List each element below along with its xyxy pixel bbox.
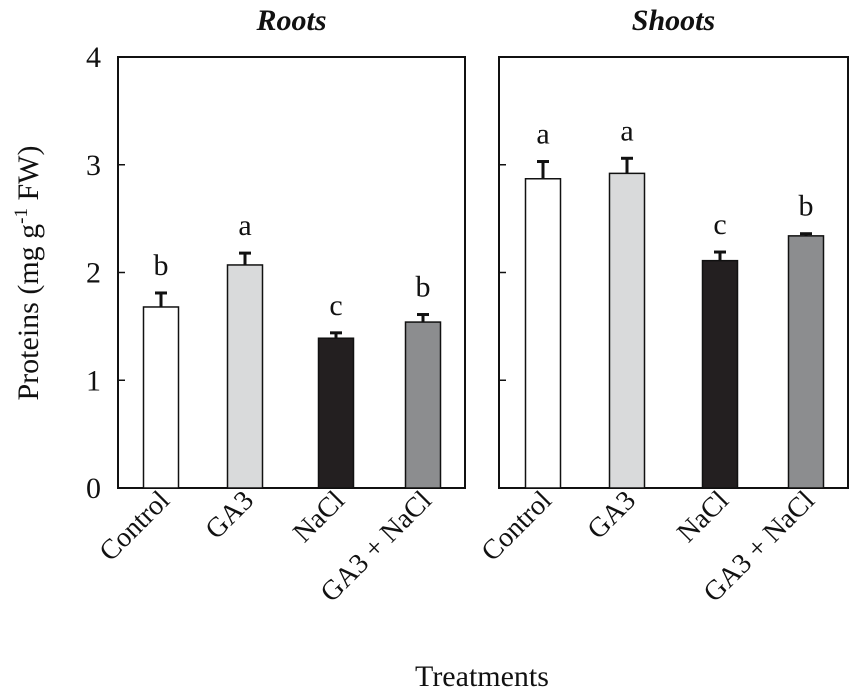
bar-roots-3 xyxy=(404,321,442,489)
y-axis-title-unit: FW) xyxy=(12,146,45,209)
category-label-roots-0: Control xyxy=(94,485,177,568)
bar-roots-1 xyxy=(226,264,264,489)
significance-letter-roots-0: b xyxy=(154,249,169,282)
bar-shoots-1 xyxy=(608,172,646,489)
significance-letter-shoots-2: c xyxy=(713,208,726,241)
category-label-shoots-0: Control xyxy=(476,485,559,568)
panel-title-shoots: Shoots xyxy=(632,4,715,37)
significance-letter-shoots-1: a xyxy=(620,114,633,147)
x-axis-title: Treatments xyxy=(415,660,549,693)
y-tick-label-4: 4 xyxy=(86,41,101,74)
bar-shoots-0 xyxy=(524,178,562,489)
significance-letter-roots-1: a xyxy=(238,209,251,242)
significance-letter-roots-3: b xyxy=(416,271,431,304)
bar-roots-0 xyxy=(142,306,180,489)
y-axis-title: Proteins (mg g-1 FW) xyxy=(11,146,45,401)
category-label-shoots-2: NaCl xyxy=(671,485,735,549)
category-label-roots-2: NaCl xyxy=(287,485,351,549)
bar-shoots-3 xyxy=(787,235,825,489)
significance-letter-roots-2: c xyxy=(329,289,342,322)
panel-title-roots: Roots xyxy=(255,4,326,37)
significance-letter-shoots-3: b xyxy=(799,190,814,223)
category-label-roots-1: GA3 xyxy=(200,485,260,545)
y-axis-title-main: Proteins (mg g xyxy=(12,224,45,401)
y-tick-label-2: 2 xyxy=(86,257,101,290)
y-axis-title-superscript: -1 xyxy=(11,208,32,224)
y-tick-label-0: 0 xyxy=(86,472,101,505)
y-axis-ticks: 0 1 2 3 4 xyxy=(86,41,101,505)
bar-roots-2 xyxy=(317,337,355,489)
y-tick-label-3: 3 xyxy=(86,149,101,182)
bar-shoots-2 xyxy=(701,259,739,489)
significance-letter-shoots-0: a xyxy=(536,118,549,151)
category-label-shoots-1: GA3 xyxy=(582,485,642,545)
y-tick-label-1: 1 xyxy=(86,364,101,397)
